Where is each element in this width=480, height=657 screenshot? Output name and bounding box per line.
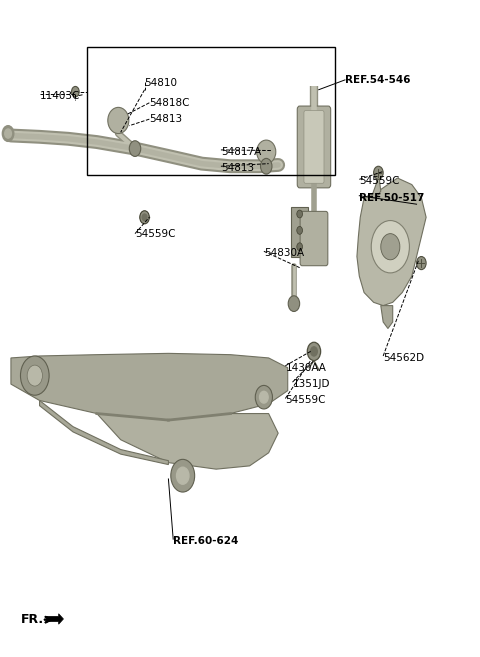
FancyArrowPatch shape (45, 617, 51, 622)
Text: 54562D: 54562D (383, 353, 424, 363)
Circle shape (2, 125, 14, 141)
Ellipse shape (257, 140, 276, 164)
Circle shape (371, 221, 409, 273)
Text: 54559C: 54559C (285, 396, 326, 405)
Text: 54810: 54810 (144, 78, 178, 88)
FancyBboxPatch shape (291, 208, 308, 256)
Circle shape (171, 459, 195, 492)
Circle shape (129, 141, 141, 156)
Polygon shape (357, 178, 426, 306)
Circle shape (21, 356, 49, 396)
Text: 11403C: 11403C (39, 91, 80, 101)
Circle shape (311, 347, 317, 356)
Polygon shape (11, 353, 288, 420)
Polygon shape (371, 171, 381, 198)
Ellipse shape (108, 107, 129, 133)
Text: REF.54-546: REF.54-546 (345, 75, 410, 85)
Circle shape (297, 227, 302, 235)
Text: 54818C: 54818C (149, 98, 190, 108)
Text: 54817A: 54817A (221, 147, 261, 157)
Text: 54813: 54813 (149, 114, 182, 124)
Circle shape (255, 386, 273, 409)
Text: 1430AA: 1430AA (285, 363, 326, 373)
Polygon shape (381, 306, 393, 328)
Text: REF.50-517: REF.50-517 (360, 193, 425, 202)
Text: 54813: 54813 (221, 163, 254, 173)
Circle shape (260, 392, 268, 403)
Circle shape (261, 158, 272, 174)
Circle shape (288, 296, 300, 311)
Polygon shape (47, 614, 63, 624)
FancyBboxPatch shape (297, 106, 331, 188)
Text: 54559C: 54559C (360, 176, 400, 187)
Circle shape (373, 166, 383, 179)
FancyBboxPatch shape (300, 212, 328, 265)
Bar (87, 47, 336, 175)
Circle shape (307, 342, 321, 361)
Polygon shape (97, 413, 278, 469)
Circle shape (177, 467, 189, 484)
Text: REF.60-624: REF.60-624 (173, 536, 239, 546)
Circle shape (417, 256, 426, 269)
FancyBboxPatch shape (304, 110, 324, 183)
Circle shape (381, 234, 400, 260)
Circle shape (5, 129, 12, 138)
Text: 1351JD: 1351JD (292, 379, 330, 389)
Text: FR.: FR. (21, 613, 44, 626)
Text: 54559C: 54559C (135, 229, 176, 238)
Circle shape (297, 210, 302, 218)
Circle shape (72, 87, 79, 97)
Circle shape (27, 365, 42, 386)
Polygon shape (39, 401, 168, 464)
Circle shape (142, 214, 147, 221)
Circle shape (140, 211, 149, 224)
Circle shape (297, 243, 302, 251)
Text: 54830A: 54830A (264, 248, 304, 258)
